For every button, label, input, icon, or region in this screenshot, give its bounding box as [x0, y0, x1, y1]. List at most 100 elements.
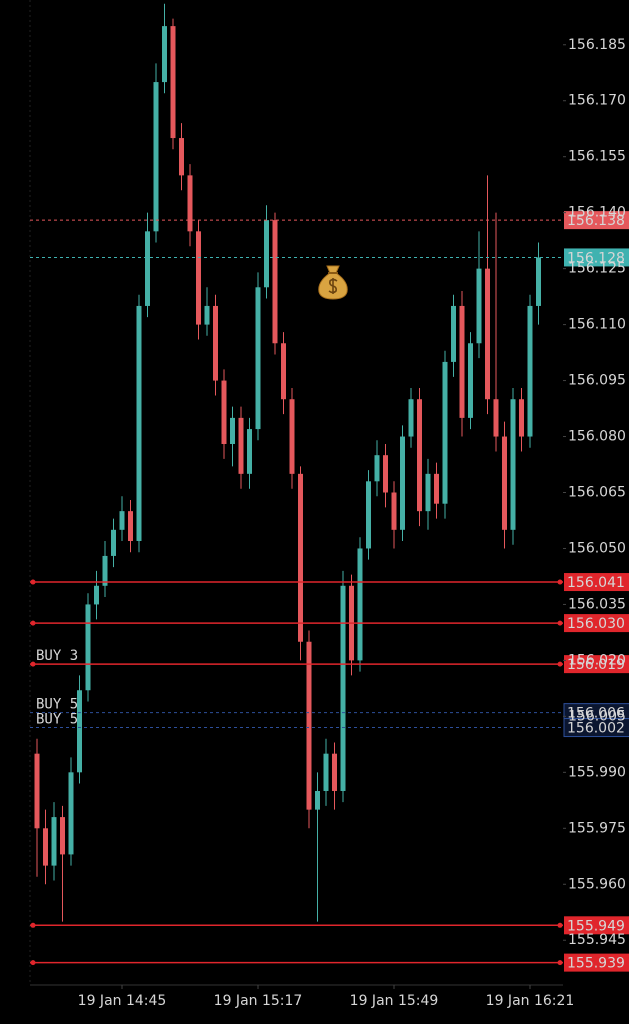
y-tick-label: 155.975: [568, 820, 626, 836]
candle-body: [170, 26, 176, 139]
candle-body: [196, 231, 201, 325]
candle-body: [111, 529, 116, 556]
candle-body: [306, 641, 312, 810]
y-tick-label: 156.125: [568, 261, 626, 277]
candle-body: [536, 257, 541, 306]
candle-body: [51, 817, 57, 866]
candle-body: [179, 138, 184, 176]
level-handle: [30, 960, 36, 966]
level-tag: BUY 3: [36, 648, 78, 664]
y-tick-label: 155.945: [568, 932, 626, 948]
candle-body: [332, 753, 337, 791]
x-tick-label: 19 Jan 14:45: [78, 993, 167, 1009]
candle-body: [43, 828, 48, 866]
candle-body: [323, 753, 329, 791]
price-box: [564, 573, 629, 592]
candle-body: [230, 417, 235, 444]
y-tick-label: 156.065: [568, 485, 626, 501]
candle-body: [493, 399, 499, 437]
candle-body: [510, 399, 516, 530]
candle-body: [162, 26, 167, 83]
candle-body: [204, 305, 210, 325]
order-levels: 156.138 156.128 156.041 156.030 BUY 3 156.019…: [30, 211, 629, 972]
candle-body: [145, 231, 150, 306]
candle-body: [264, 220, 269, 288]
candle-body: [442, 361, 448, 504]
candle-body: [94, 585, 99, 605]
candle-body: [187, 175, 193, 232]
price-box: [564, 248, 629, 267]
candle-body: [383, 455, 388, 493]
price-box: [564, 916, 629, 935]
candle-body: [374, 455, 380, 482]
y-tick-label: 156.005: [568, 708, 626, 724]
candle-body: [77, 690, 82, 773]
x-tick-label: 19 Jan 16:21: [486, 993, 575, 1009]
plot-area: [34, 3, 541, 922]
y-tick-label: 156.110: [568, 317, 626, 333]
price-box: [564, 211, 629, 230]
level-handle: [557, 922, 563, 928]
candle-body: [136, 305, 142, 542]
candle-body: [451, 305, 456, 362]
candle-body: [272, 220, 278, 344]
candle-body: [102, 555, 108, 586]
level-handle: [557, 661, 563, 667]
y-tick-label: 156.080: [568, 429, 626, 445]
candle-body: [391, 492, 397, 530]
price-box-label: 156.138: [567, 213, 625, 229]
y-tick-label: 156.050: [568, 540, 626, 556]
y-tick-label: 156.170: [568, 93, 626, 109]
y-tick-label: 155.960: [568, 876, 626, 892]
candle-body: [408, 399, 414, 437]
candle-body: [340, 585, 346, 791]
candle-body: [468, 343, 473, 418]
candle-body: [68, 772, 74, 855]
y-tick-label: 156.095: [568, 373, 626, 389]
price-box-label: 156.006: [567, 706, 625, 722]
candle-body: [247, 429, 252, 474]
candle-body: [502, 436, 507, 530]
candle-body: [85, 604, 91, 691]
candle-body: [119, 511, 125, 530]
price-box-label: 155.939: [567, 956, 625, 972]
level-tag: BUY 5: [36, 712, 78, 728]
level-handle: [557, 960, 563, 966]
price-box-label: 156.030: [567, 616, 625, 632]
y-tick-label: 156.140: [568, 205, 626, 221]
y-tick-label: 155.990: [568, 764, 626, 780]
y-axis: 156.185156.170156.155156.140156.125156.1…: [78, 37, 626, 1009]
candle-body: [289, 399, 295, 474]
candle-body: [476, 268, 482, 344]
candle-body: [298, 473, 303, 642]
level-handle: [557, 579, 563, 585]
price-box-label: 156.128: [567, 250, 625, 266]
candle-body: [485, 268, 490, 400]
money-bag-icon: [318, 265, 348, 300]
price-box-label: 156.002: [567, 721, 625, 737]
level-handle: [30, 620, 36, 626]
candle-body: [281, 343, 286, 400]
candle-body: [434, 473, 439, 504]
candle-body: [400, 436, 405, 530]
price-box-label: 156.041: [567, 575, 625, 591]
y-tick-label: 156.155: [568, 149, 626, 165]
price-box: [564, 614, 629, 633]
candle-body: [128, 511, 133, 542]
candle-body: [213, 305, 218, 381]
candle-body: [34, 753, 40, 829]
candle-body: [255, 287, 261, 430]
y-tick-label: 156.020: [568, 652, 626, 668]
x-tick-label: 19 Jan 15:17: [214, 993, 303, 1009]
price-box-label: 156.019: [567, 657, 625, 673]
candle-body: [315, 790, 320, 810]
level-handle: [30, 661, 36, 667]
price-box: [563, 718, 629, 738]
level-handle: [30, 579, 36, 585]
candle-body: [238, 417, 244, 474]
candle-body: [527, 305, 533, 437]
price-box: [564, 953, 629, 972]
